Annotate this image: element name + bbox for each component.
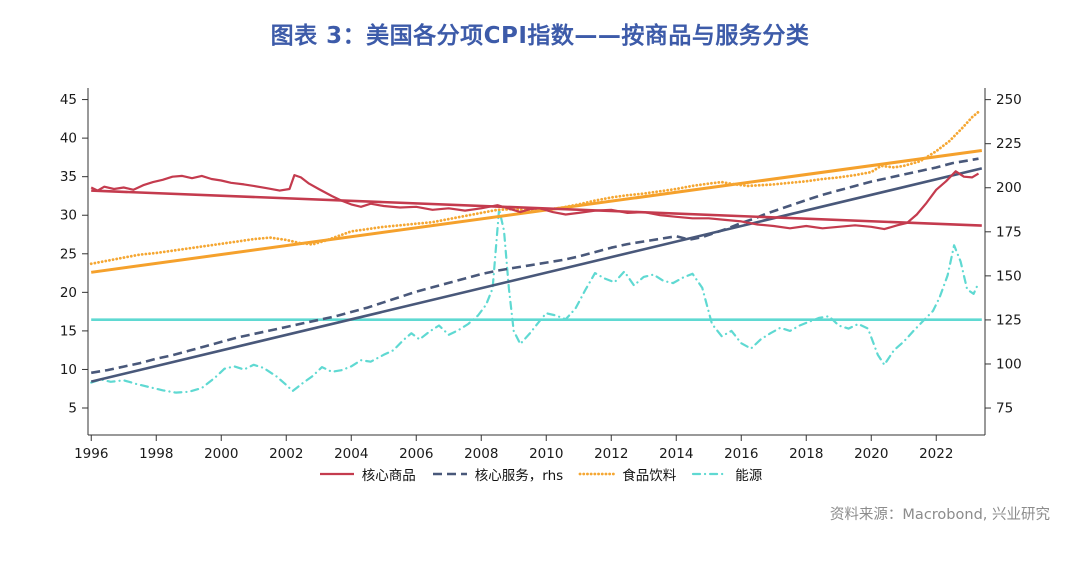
svg-text:125: 125 <box>996 312 1022 328</box>
legend-item-core-goods: 核心商品 <box>318 464 416 484</box>
legend-label-energy: 能源 <box>735 468 763 484</box>
svg-text:2014: 2014 <box>659 446 693 462</box>
svg-text:10: 10 <box>60 362 77 378</box>
svg-text:2004: 2004 <box>334 446 368 462</box>
svg-text:2006: 2006 <box>399 446 433 462</box>
svg-text:15: 15 <box>60 323 77 339</box>
svg-text:2000: 2000 <box>204 446 238 462</box>
svg-text:2012: 2012 <box>594 446 628 462</box>
svg-text:150: 150 <box>996 268 1022 284</box>
svg-text:250: 250 <box>996 92 1022 108</box>
chart-canvas: 5 10 15 20 25 30 35 40 45 75 100 125 150 175 200 225 250… <box>60 88 1022 462</box>
svg-text:225: 225 <box>996 136 1022 152</box>
svg-text:100: 100 <box>996 356 1022 372</box>
svg-text:30: 30 <box>60 208 77 224</box>
svg-text:45: 45 <box>60 92 77 108</box>
food-beverage-line-icon <box>578 472 616 476</box>
legend-item-food-beverage: 食品饮料 <box>578 464 676 484</box>
core-goods-line-icon <box>319 472 354 476</box>
svg-text:5: 5 <box>68 401 77 417</box>
svg-text:175: 175 <box>996 224 1022 240</box>
svg-text:2008: 2008 <box>464 446 498 462</box>
svg-text:2018: 2018 <box>789 446 823 462</box>
svg-text:2016: 2016 <box>724 446 758 462</box>
svg-text:200: 200 <box>996 180 1022 196</box>
legend-label-core-goods: 核心商品 <box>361 468 416 484</box>
svg-text:1998: 1998 <box>139 446 173 462</box>
svg-text:2002: 2002 <box>269 446 303 462</box>
legend-label-core-services: 核心服务，rhs <box>474 468 564 484</box>
svg-text:35: 35 <box>60 169 77 185</box>
svg-text:20: 20 <box>60 285 77 301</box>
legend-label-food-beverage: 食品饮料 <box>622 468 677 484</box>
svg-text:2022: 2022 <box>919 446 953 462</box>
legend-item-energy: 能源 <box>691 464 762 484</box>
svg-text:75: 75 <box>996 401 1013 417</box>
legend-item-core-services: 核心服务，rhs <box>431 464 563 484</box>
svg-text:40: 40 <box>60 131 77 147</box>
energy-line-icon <box>692 472 729 476</box>
svg-text:2020: 2020 <box>854 446 888 462</box>
source-note: 资料来源：Macrobond, 兴业研究 <box>829 507 1050 523</box>
svg-text:1996: 1996 <box>74 446 108 462</box>
core-services-line-icon <box>432 472 467 476</box>
svg-text:25: 25 <box>60 246 77 262</box>
chart-legend: 核心商品 核心服务，rhs 食品饮料 能源 <box>0 464 1080 484</box>
chart-title: 图表 3：美国各分项CPI指数——按商品与服务分类 <box>270 23 810 49</box>
svg-text:2010: 2010 <box>529 446 563 462</box>
